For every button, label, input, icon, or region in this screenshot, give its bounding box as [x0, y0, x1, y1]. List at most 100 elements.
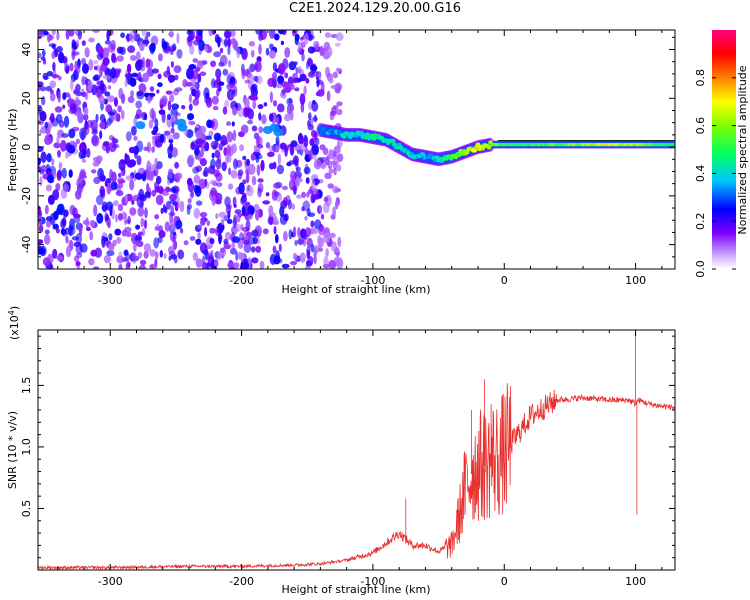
- noise-blob: [93, 65, 98, 71]
- noise-blob: [174, 172, 183, 180]
- noise-blob: [117, 105, 122, 113]
- noise-blob: [172, 239, 177, 251]
- noise-blob: [157, 53, 163, 62]
- noise-blob: [95, 113, 99, 123]
- noise-blob: [165, 90, 173, 95]
- noise-blob: [157, 82, 163, 88]
- noise-blob: [65, 245, 72, 258]
- noise-blob: [298, 236, 304, 246]
- noise-blob: [198, 40, 206, 52]
- noise-blob: [52, 170, 57, 180]
- noise-blob: [245, 219, 251, 232]
- noise-blob: [52, 61, 56, 72]
- noise-blob: [140, 217, 145, 228]
- noise-blob: [299, 252, 306, 263]
- noise-blob: [63, 209, 69, 217]
- noise-blob: [170, 205, 175, 217]
- noise-blob: [203, 44, 208, 52]
- noise-blob: [143, 243, 152, 253]
- noise-blob: [145, 58, 151, 68]
- noise-blob: [146, 160, 151, 168]
- noise-blob: [157, 236, 163, 243]
- noise-blob: [239, 232, 244, 241]
- noise-blob: [118, 251, 123, 260]
- noise-blob: [80, 141, 86, 148]
- noise-blob: [79, 127, 87, 140]
- noise-blob: [335, 67, 341, 73]
- noise-blob: [164, 48, 170, 54]
- noise-blob: [136, 195, 144, 208]
- noise-blob: [336, 153, 344, 162]
- noise-blob: [135, 76, 142, 81]
- noise-blob: [51, 51, 56, 60]
- noise-blob: [210, 118, 219, 131]
- noise-blob: [57, 52, 65, 64]
- noise-blob: [161, 40, 168, 50]
- noise-blob: [207, 252, 214, 257]
- noise-blob: [332, 104, 339, 110]
- noise-blob: [176, 49, 183, 59]
- noise-blob: [269, 30, 276, 39]
- noise-blob: [174, 161, 180, 169]
- noise-blob: [232, 236, 241, 244]
- y-tick-label: 0: [20, 144, 33, 151]
- noise-blob: [127, 215, 131, 225]
- noise-blob: [290, 140, 298, 148]
- noise-blob: [167, 179, 171, 186]
- noise-blob: [56, 203, 64, 215]
- noise-blob: [249, 63, 256, 73]
- noise-blob: [144, 113, 148, 121]
- noise-blob: [282, 185, 288, 191]
- noise-blob: [44, 234, 51, 245]
- noise-blob: [306, 260, 310, 267]
- spectrogram-frame: [37, 29, 676, 270]
- noise-blob: [265, 142, 271, 149]
- ridge-core: [390, 139, 396, 144]
- noise-blob: [196, 60, 204, 70]
- noise-blob: [110, 67, 116, 79]
- noise-blob: [104, 40, 111, 45]
- noise-blob: [269, 91, 273, 104]
- noise-blob: [102, 47, 110, 60]
- noise-blob: [111, 136, 116, 143]
- noise-blob: [188, 103, 193, 111]
- noise-blob: [151, 163, 156, 173]
- noise-blob: [286, 97, 294, 106]
- noise-blob: [44, 229, 50, 235]
- noise-blob: [187, 180, 194, 193]
- noise-blob: [322, 232, 331, 244]
- noise-blob: [197, 232, 201, 240]
- noise-blob: [49, 213, 56, 226]
- noise-blob: [161, 111, 166, 123]
- noise-blob: [232, 262, 240, 269]
- noise-blob: [215, 158, 222, 170]
- noise-blob: [118, 68, 122, 73]
- noise-blob: [206, 119, 213, 128]
- noise-blob: [68, 128, 76, 139]
- noise-blob: [322, 202, 330, 214]
- noise-blob: [47, 35, 55, 40]
- noise-blob: [313, 40, 320, 49]
- noise-blob: [224, 99, 230, 108]
- noise-blob: [303, 33, 309, 45]
- noise-blob: [174, 74, 179, 81]
- noise-blob: [213, 169, 220, 178]
- colorbar-tick-label: 0.8: [694, 69, 707, 87]
- noise-blob: [335, 32, 344, 42]
- noise-blob: [65, 65, 70, 75]
- noise-blob: [158, 185, 164, 195]
- noise-blob: [104, 212, 108, 223]
- noise-blob: [136, 155, 142, 166]
- noise-blob: [216, 228, 224, 234]
- noise-blob: [155, 194, 164, 206]
- noise-blob: [186, 30, 194, 36]
- noise-blob: [279, 214, 288, 225]
- noise-blob: [88, 37, 95, 43]
- noise-blob: [109, 169, 114, 180]
- noise-blob: [56, 135, 60, 145]
- noise-blob: [76, 266, 81, 269]
- noise-blob: [162, 203, 166, 213]
- noise-blob: [149, 249, 156, 257]
- noise-blob: [299, 93, 306, 105]
- noise-blob: [267, 77, 275, 87]
